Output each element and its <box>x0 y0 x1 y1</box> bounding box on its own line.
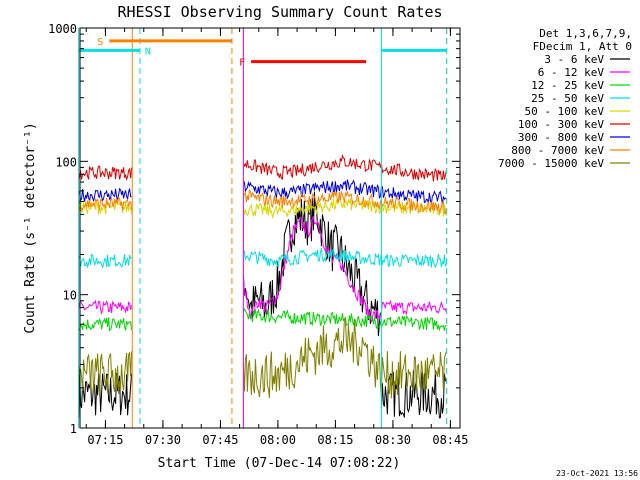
series-trace <box>242 317 447 399</box>
series-trace <box>242 216 381 323</box>
axis-marks: 07:15 07:30 07:45 08:00 08:15 08:30 08:45 1 10 10… <box>48 22 468 447</box>
series-trace <box>78 372 133 419</box>
legend-entry-label: 300 - 800 keV <box>518 131 604 144</box>
series-trace <box>78 165 133 181</box>
series-300-800keV <box>78 179 447 205</box>
x-tick-label: 07:30 <box>145 433 181 447</box>
series-25-50keV <box>78 247 447 269</box>
plot-frame <box>79 27 461 429</box>
legend-entry-label: 25 - 50 keV <box>531 92 604 105</box>
flag-label-S: S <box>97 37 103 48</box>
y-axis-label: Count Rate (s⁻¹ detector⁻¹) <box>23 122 38 333</box>
x-tick-label: 07:45 <box>202 433 238 447</box>
y-tick-label: 1 <box>70 422 77 436</box>
y-tick-label: 100 <box>55 155 77 169</box>
series-trace <box>242 189 447 215</box>
series-trace <box>78 200 133 215</box>
legend-entry-label: 50 - 100 keV <box>525 105 605 118</box>
series-trace <box>78 196 133 213</box>
series-100-300keV <box>78 153 447 182</box>
x-tick-label: 08:30 <box>375 433 411 447</box>
legend: Det 1,3,6,7,9,FDecim 1, Att 03 - 6 keV6 … <box>498 27 632 170</box>
legend-entry-label: 3 - 6 keV <box>544 53 604 66</box>
legend-entry-label: 6 - 12 keV <box>538 66 605 79</box>
series-trace <box>242 179 447 205</box>
footer-timestamp: 23-Oct-2021 13:56 <box>556 469 638 478</box>
flag-label-N: N <box>145 46 151 57</box>
series-trace <box>242 153 447 182</box>
x-tick-label: 07:15 <box>87 433 123 447</box>
series-trace <box>78 351 133 397</box>
chart-title: RHESSI Observing Summary Count Rates <box>117 3 442 21</box>
x-tick-label: 08:00 <box>260 433 296 447</box>
legend-entry-label: 100 - 300 keV <box>518 118 604 131</box>
series-800-7000keV <box>78 189 447 215</box>
y-tick-label: 1000 <box>48 22 77 36</box>
legend-entry-label: 7000 - 15000 keV <box>498 157 604 170</box>
legend-entry-label: 12 - 25 keV <box>531 79 604 92</box>
series-trace <box>242 247 447 269</box>
x-tick-label: 08:15 <box>317 433 353 447</box>
y-tick-label: 10 <box>63 289 77 303</box>
series-trace <box>380 299 447 316</box>
legend-title-line: FDecim 1, Att 0 <box>533 40 632 53</box>
series-trace <box>78 299 133 316</box>
flag-label-F: F <box>239 58 245 69</box>
series-trace <box>78 317 133 332</box>
series-6-12keV <box>78 216 447 323</box>
x-axis-label: Start Time (07-Dec-14 07:08:22) <box>158 456 401 471</box>
legend-entry-label: 800 - 7000 keV <box>511 144 604 157</box>
plot-marks: S N F <box>78 28 448 428</box>
x-tick-label: 08:45 <box>432 433 468 447</box>
series-trace <box>78 253 132 269</box>
series-7000-15000keV <box>78 317 447 399</box>
series-trace <box>78 187 132 202</box>
legend-title-line: Det 1,3,6,7,9, <box>539 27 632 40</box>
